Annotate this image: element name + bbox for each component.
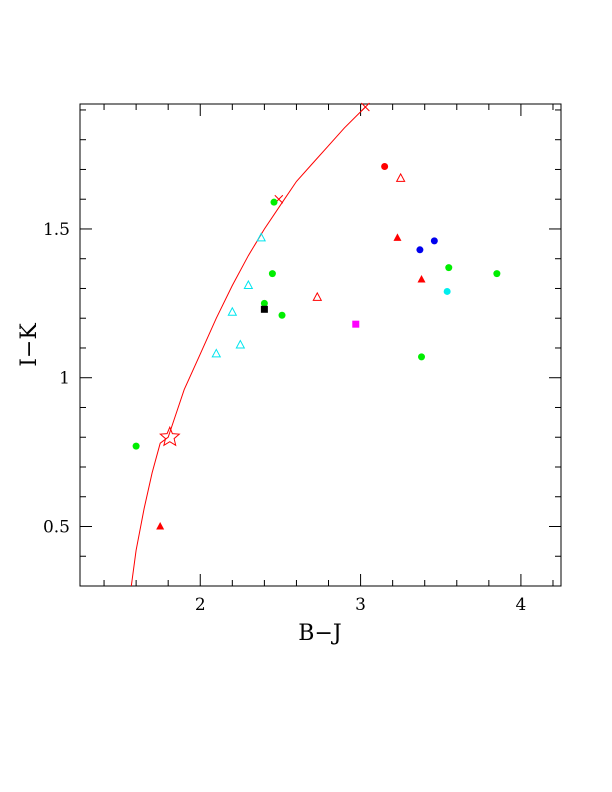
x-tick-labels: 2 3 4 bbox=[195, 595, 526, 615]
data-point-triangle-open bbox=[256, 232, 267, 242]
curve-marker-cross bbox=[361, 102, 370, 112]
data-point-circle bbox=[268, 270, 276, 278]
data-point-triangle-open bbox=[211, 348, 222, 358]
data-point-circle bbox=[430, 237, 438, 245]
y-axis-label: I−K bbox=[17, 323, 42, 367]
data-point-circle bbox=[278, 311, 286, 319]
data-point-circle bbox=[493, 270, 501, 278]
data-point-circle bbox=[270, 198, 278, 206]
data-point-triangle-open bbox=[235, 339, 246, 349]
data-point-circle bbox=[416, 246, 424, 254]
curve-marker-star bbox=[159, 425, 181, 447]
plot-frame bbox=[79, 103, 562, 587]
data-point-triangle-open bbox=[312, 291, 323, 301]
data-point-triangle-open bbox=[243, 279, 254, 289]
y-tick-label: 1 bbox=[59, 369, 70, 389]
x-tick-label: 2 bbox=[195, 595, 206, 615]
data-points bbox=[132, 162, 501, 530]
data-point-circle bbox=[260, 299, 268, 307]
y-tick-label: 1.5 bbox=[43, 220, 70, 240]
x-axis-label: B−J bbox=[298, 621, 341, 646]
data-point-circle bbox=[132, 442, 140, 450]
data-point-circle bbox=[418, 353, 426, 361]
data-point-square bbox=[352, 320, 360, 328]
data-point-square bbox=[260, 305, 268, 313]
model-curve bbox=[130, 106, 366, 586]
data-point-triangle-open bbox=[227, 306, 238, 316]
data-point-triangle-filled bbox=[156, 521, 165, 530]
y-tick-label: 0.5 bbox=[43, 517, 70, 537]
curve-markers bbox=[159, 102, 370, 447]
data-point-circle bbox=[445, 264, 453, 272]
x-tick-label: 3 bbox=[355, 595, 366, 615]
data-point-circle bbox=[443, 287, 451, 295]
x-tick-label: 4 bbox=[516, 595, 527, 615]
data-point-triangle-open bbox=[395, 172, 406, 182]
axis-ticks bbox=[80, 104, 561, 587]
data-point-triangle-filled bbox=[417, 275, 426, 283]
data-point-circle bbox=[381, 162, 389, 170]
y-tick-labels: 0.5 1 1.5 bbox=[43, 220, 70, 538]
data-point-triangle-filled bbox=[393, 233, 402, 241]
